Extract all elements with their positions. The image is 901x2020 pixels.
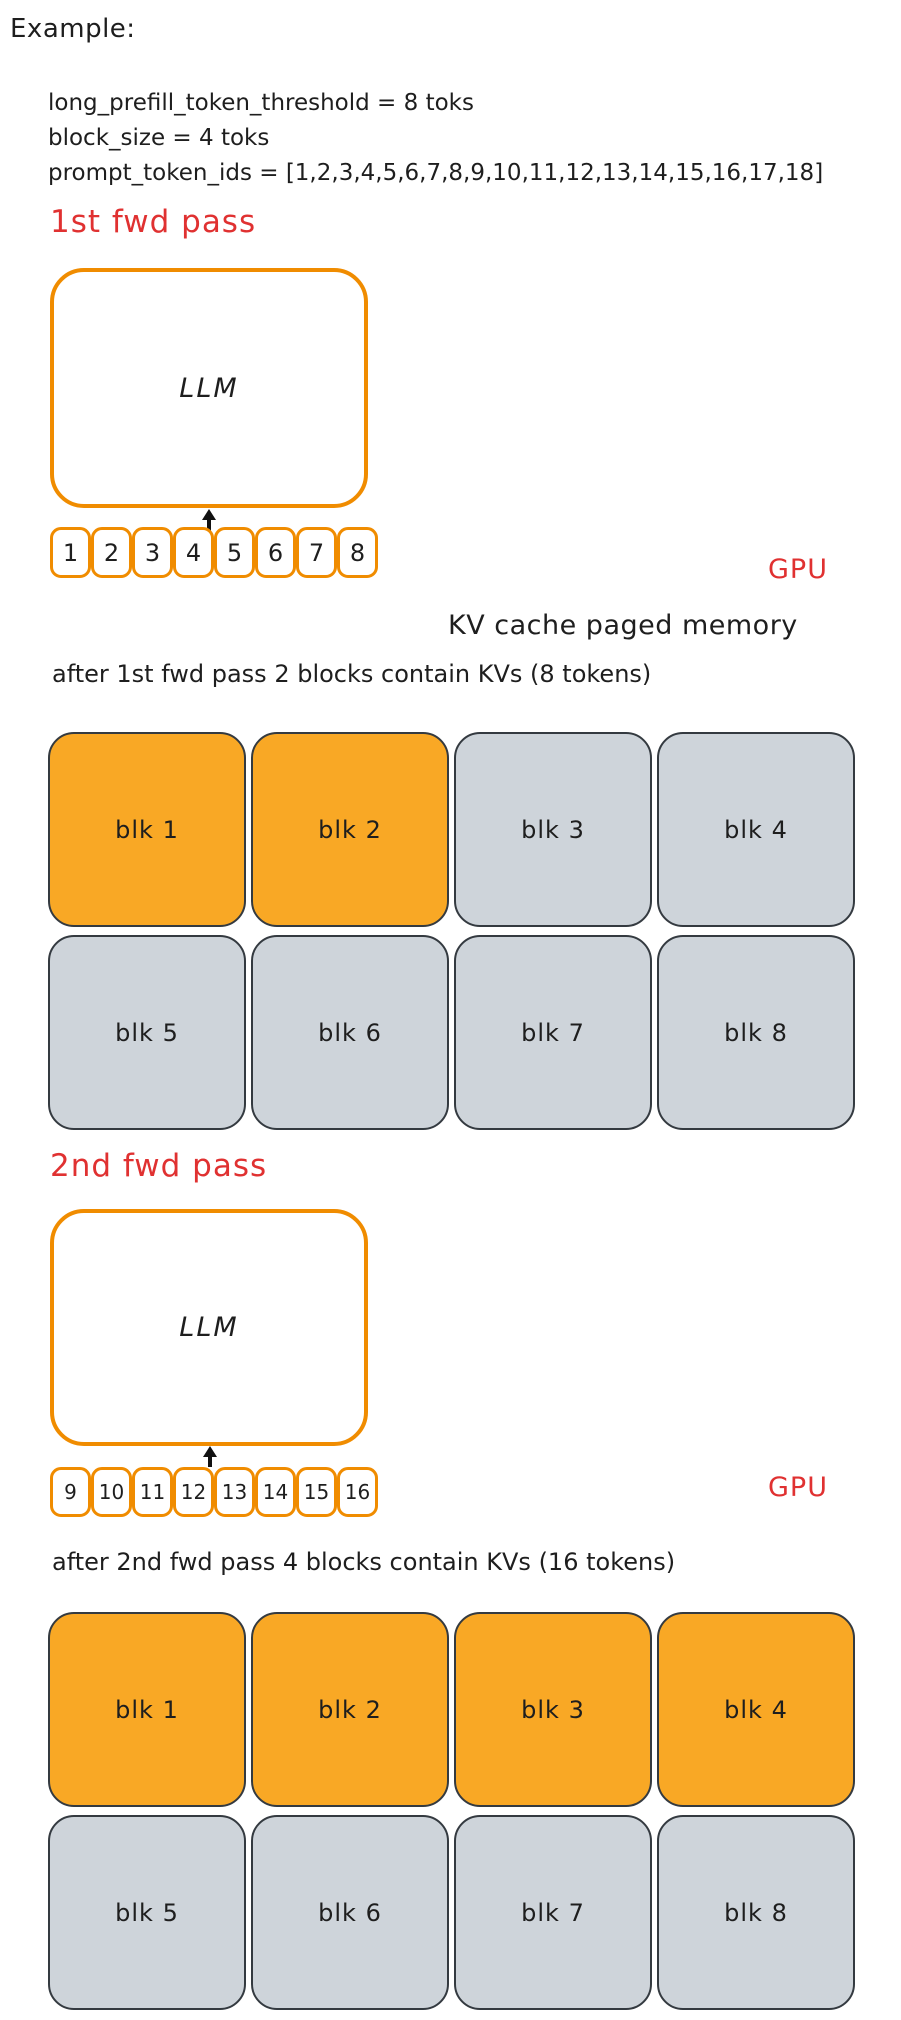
- llm-box-pass1: LLM: [50, 268, 368, 508]
- token-box: 11: [132, 1467, 173, 1517]
- kv-block: blk 8: [657, 935, 855, 1130]
- token-box: 14: [255, 1467, 296, 1517]
- kv-cache-heading: KV cache paged memory: [448, 610, 798, 641]
- token-box: 3: [132, 527, 173, 578]
- kv-block: blk 6: [251, 935, 449, 1130]
- token-box: 8: [337, 527, 378, 578]
- kv-block: blk 5: [48, 1815, 246, 2010]
- gpu-label-pass2: GPU: [768, 1472, 828, 1503]
- token-box: 15: [296, 1467, 337, 1517]
- pass2-title: 2nd fwd pass: [50, 1148, 268, 1184]
- kv-block: blk 7: [454, 1815, 652, 2010]
- token-box: 16: [337, 1467, 378, 1517]
- token-box: 13: [214, 1467, 255, 1517]
- arrow-up-icon: [202, 1446, 218, 1467]
- token-box: 9: [50, 1467, 91, 1517]
- example-label: Example:: [10, 14, 136, 44]
- token-box: 4: [173, 527, 214, 578]
- llm-label: LLM: [179, 372, 239, 404]
- kv-block: blk 3: [454, 732, 652, 927]
- token-box: 5: [214, 527, 255, 578]
- kv-block: blk 2: [251, 1612, 449, 1807]
- token-box: 6: [255, 527, 296, 578]
- kv-block: blk 4: [657, 732, 855, 927]
- token-box: 10: [91, 1467, 132, 1517]
- config-line-threshold: long_prefill_token_threshold = 8 toks: [48, 90, 474, 116]
- kv-block: blk 1: [48, 1612, 246, 1807]
- pass1-title: 1st fwd pass: [50, 204, 257, 240]
- kv-block: blk 5: [48, 935, 246, 1130]
- config-line-block-size: block_size = 4 toks: [48, 125, 270, 151]
- kv-block: blk 7: [454, 935, 652, 1130]
- llm-box-pass2: LLM: [50, 1209, 368, 1446]
- llm-label: LLM: [179, 1312, 239, 1343]
- token-row-pass2: 9 10 11 12 13 14 15 16: [50, 1467, 378, 1517]
- token-box: 7: [296, 527, 337, 578]
- kv-block: blk 4: [657, 1612, 855, 1807]
- token-box: 2: [91, 527, 132, 578]
- kv-block: blk 2: [251, 732, 449, 927]
- after-pass2-caption: after 2nd fwd pass 4 blocks contain KVs …: [52, 1548, 676, 1576]
- kv-block: blk 6: [251, 1815, 449, 2010]
- token-box: 12: [173, 1467, 214, 1517]
- kv-block: blk 3: [454, 1612, 652, 1807]
- after-pass1-caption: after 1st fwd pass 2 blocks contain KVs …: [52, 660, 652, 688]
- kv-block: blk 1: [48, 732, 246, 927]
- kv-block-grid-pass2: blk 1 blk 2 blk 3 blk 4 blk 5 blk 6 blk …: [48, 1612, 855, 2010]
- token-row-pass1: 1 2 3 4 5 6 7 8: [50, 527, 378, 578]
- gpu-label-pass1: GPU: [768, 554, 828, 585]
- config-line-prompt-ids: prompt_token_ids = [1,2,3,4,5,6,7,8,9,10…: [48, 160, 824, 186]
- config-lines: long_prefill_token_threshold = 8 toks bl…: [48, 86, 823, 191]
- token-box: 1: [50, 527, 91, 578]
- kv-block-grid-pass1: blk 1 blk 2 blk 3 blk 4 blk 5 blk 6 blk …: [48, 732, 855, 1130]
- kv-block: blk 8: [657, 1815, 855, 2010]
